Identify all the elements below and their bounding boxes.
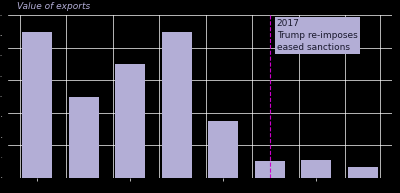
Bar bbox=[68, 96, 99, 178]
Text: 2017
Trump re-imposes
eased sanctions: 2017 Trump re-imposes eased sanctions bbox=[277, 19, 358, 52]
Bar bbox=[22, 32, 52, 178]
Bar bbox=[115, 64, 145, 178]
Bar bbox=[301, 160, 332, 178]
Bar bbox=[348, 167, 378, 178]
Bar bbox=[255, 161, 285, 178]
Text: Value of exports: Value of exports bbox=[17, 2, 90, 11]
Bar bbox=[208, 121, 238, 178]
Bar bbox=[162, 32, 192, 178]
